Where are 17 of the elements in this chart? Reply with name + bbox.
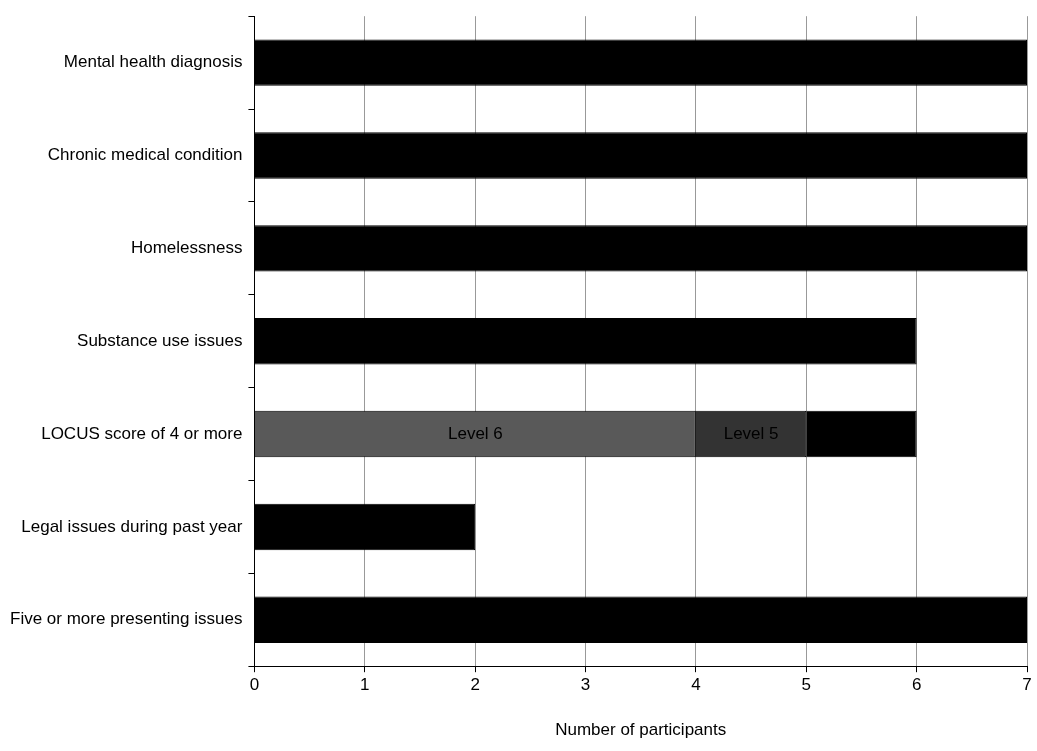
x-tick-label: 3: [580, 675, 591, 695]
y-tick-label: Substance use issues: [77, 330, 243, 350]
y-tick-label: Homelessness: [130, 238, 243, 258]
y-tick-label: Chronic medical condition: [47, 145, 243, 165]
x-tick-label: 6: [911, 675, 922, 695]
y-tick-label: LOCUS score of 4 or more: [41, 423, 243, 443]
y-tick-label: Five or more presenting issues: [9, 609, 243, 629]
y-tick-label: Mental health diagnosis: [63, 52, 243, 72]
x-tick-label: 7: [1022, 675, 1032, 695]
x-tick-label: 1: [360, 675, 370, 695]
y-tick-label: Legal issues during past year: [21, 516, 243, 536]
x-tick-label: 0: [249, 675, 260, 695]
series-label: Level 6: [448, 423, 503, 443]
x-tick-label: 5: [801, 675, 811, 695]
x-axis-title: Number of participants: [555, 720, 727, 740]
x-tick-label: 2: [470, 675, 480, 695]
x-tick-label: 4: [691, 675, 701, 695]
